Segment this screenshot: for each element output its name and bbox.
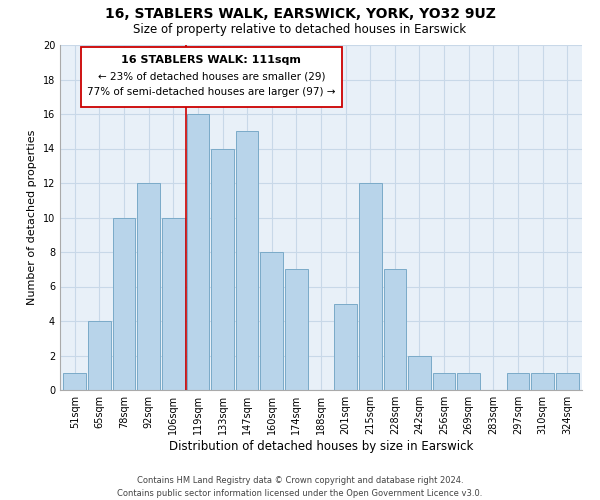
Bar bbox=[260, 252, 283, 390]
Bar bbox=[457, 373, 480, 390]
Bar bbox=[531, 373, 554, 390]
Bar bbox=[383, 269, 406, 390]
Bar bbox=[285, 269, 308, 390]
Bar bbox=[64, 373, 86, 390]
Bar bbox=[334, 304, 357, 390]
Text: 16, STABLERS WALK, EARSWICK, YORK, YO32 9UZ: 16, STABLERS WALK, EARSWICK, YORK, YO32 … bbox=[104, 8, 496, 22]
Text: Contains HM Land Registry data © Crown copyright and database right 2024.
Contai: Contains HM Land Registry data © Crown c… bbox=[118, 476, 482, 498]
Bar bbox=[236, 131, 259, 390]
Bar bbox=[433, 373, 455, 390]
FancyBboxPatch shape bbox=[81, 46, 342, 107]
Bar bbox=[187, 114, 209, 390]
Text: 77% of semi-detached houses are larger (97) →: 77% of semi-detached houses are larger (… bbox=[87, 88, 335, 98]
Bar bbox=[162, 218, 185, 390]
Bar bbox=[137, 183, 160, 390]
Bar bbox=[113, 218, 136, 390]
Text: 16 STABLERS WALK: 111sqm: 16 STABLERS WALK: 111sqm bbox=[121, 56, 301, 66]
Text: ← 23% of detached houses are smaller (29): ← 23% of detached houses are smaller (29… bbox=[98, 72, 325, 82]
Bar bbox=[211, 148, 234, 390]
Text: Size of property relative to detached houses in Earswick: Size of property relative to detached ho… bbox=[133, 22, 467, 36]
Bar bbox=[88, 321, 111, 390]
Bar bbox=[506, 373, 529, 390]
Bar bbox=[359, 183, 382, 390]
X-axis label: Distribution of detached houses by size in Earswick: Distribution of detached houses by size … bbox=[169, 440, 473, 453]
Y-axis label: Number of detached properties: Number of detached properties bbox=[27, 130, 37, 305]
Bar bbox=[408, 356, 431, 390]
Bar bbox=[556, 373, 578, 390]
